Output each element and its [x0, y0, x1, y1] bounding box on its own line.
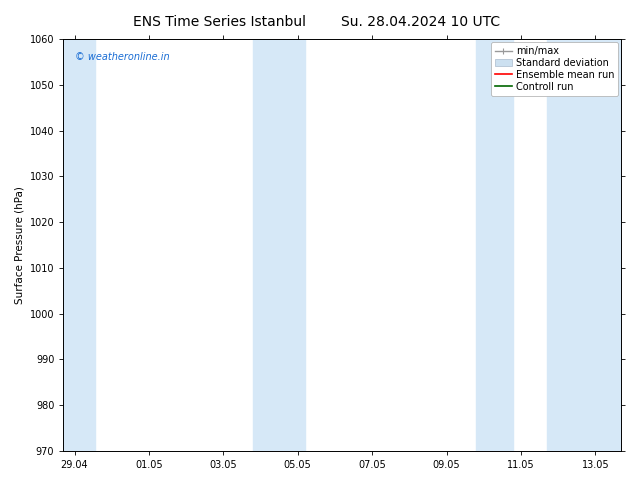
Text: © weatheronline.in: © weatheronline.in: [75, 51, 169, 62]
Bar: [63, 39, 95, 451]
Legend: min/max, Standard deviation, Ensemble mean run, Controll run: min/max, Standard deviation, Ensemble me…: [491, 42, 618, 96]
Text: ENS Time Series Istanbul        Su. 28.04.2024 10 UTC: ENS Time Series Istanbul Su. 28.04.2024 …: [133, 15, 501, 29]
Bar: [253, 39, 305, 451]
Y-axis label: Surface Pressure (hPa): Surface Pressure (hPa): [14, 186, 24, 304]
Bar: [547, 39, 621, 451]
Bar: [476, 39, 514, 451]
